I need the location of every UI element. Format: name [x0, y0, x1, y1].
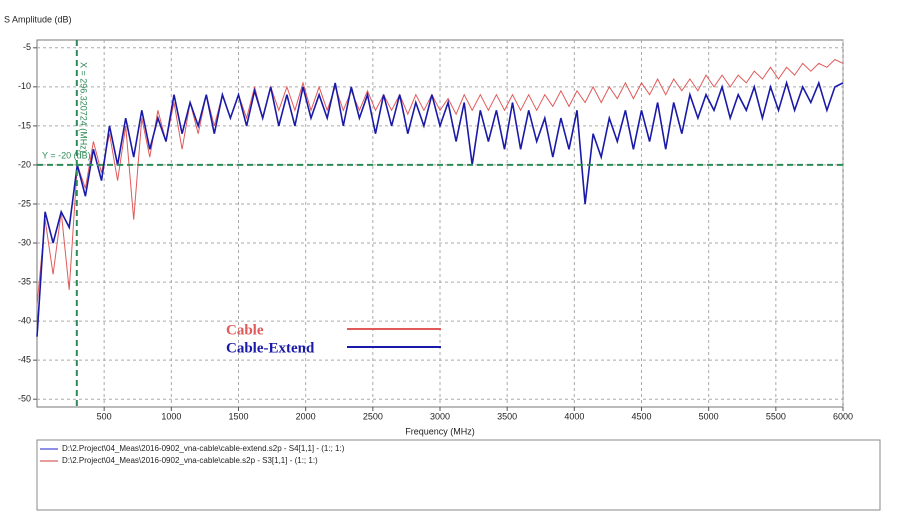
x-tick-label: 500 [97, 411, 112, 421]
trace-label: D:\2.Project\04_Meas\2016-0902_vna-cable… [62, 444, 345, 453]
legend-label: Cable-Extend [226, 340, 315, 356]
y-tick-label: -10 [18, 81, 31, 91]
legend-label: Cable [226, 322, 264, 338]
y-tick-label: -5 [23, 42, 31, 52]
x-tick-label: 1500 [228, 411, 248, 421]
y-tick-label: -30 [18, 237, 31, 247]
data-line [36, 58, 844, 306]
y-axis-title: S Amplitude (dB) [4, 14, 72, 24]
y-tick-label: -35 [18, 276, 31, 286]
x-tick-label: 5500 [766, 411, 786, 421]
x-tick-label: 4000 [564, 411, 584, 421]
x-tick-label: 6000 [833, 411, 853, 421]
x-axis-title: Frequency (MHz) [405, 426, 475, 436]
marker-label: Y = -20 (dB) [42, 150, 91, 160]
y-tick-label: -25 [18, 198, 31, 208]
x-tick-label: 5000 [699, 411, 719, 421]
trace-panel [36, 439, 881, 511]
y-tick-label: -15 [18, 120, 31, 130]
data-line [36, 80, 844, 337]
y-tick-label: -45 [18, 355, 31, 365]
x-tick-label: 2000 [296, 411, 316, 421]
marker-label: X = 296.320724 (MHz) [78, 62, 88, 153]
x-tick-label: 2500 [363, 411, 383, 421]
x-tick-label: 4500 [631, 411, 651, 421]
x-tick-label: 1000 [161, 411, 181, 421]
y-tick-label: -40 [18, 315, 31, 325]
y-tick-label: -50 [18, 394, 31, 404]
x-tick-label: 3500 [497, 411, 517, 421]
y-tick-label: -20 [18, 159, 31, 169]
trace-label: D:\2.Project\04_Meas\2016-0902_vna-cable… [62, 456, 318, 465]
x-tick-label: 3000 [430, 411, 450, 421]
